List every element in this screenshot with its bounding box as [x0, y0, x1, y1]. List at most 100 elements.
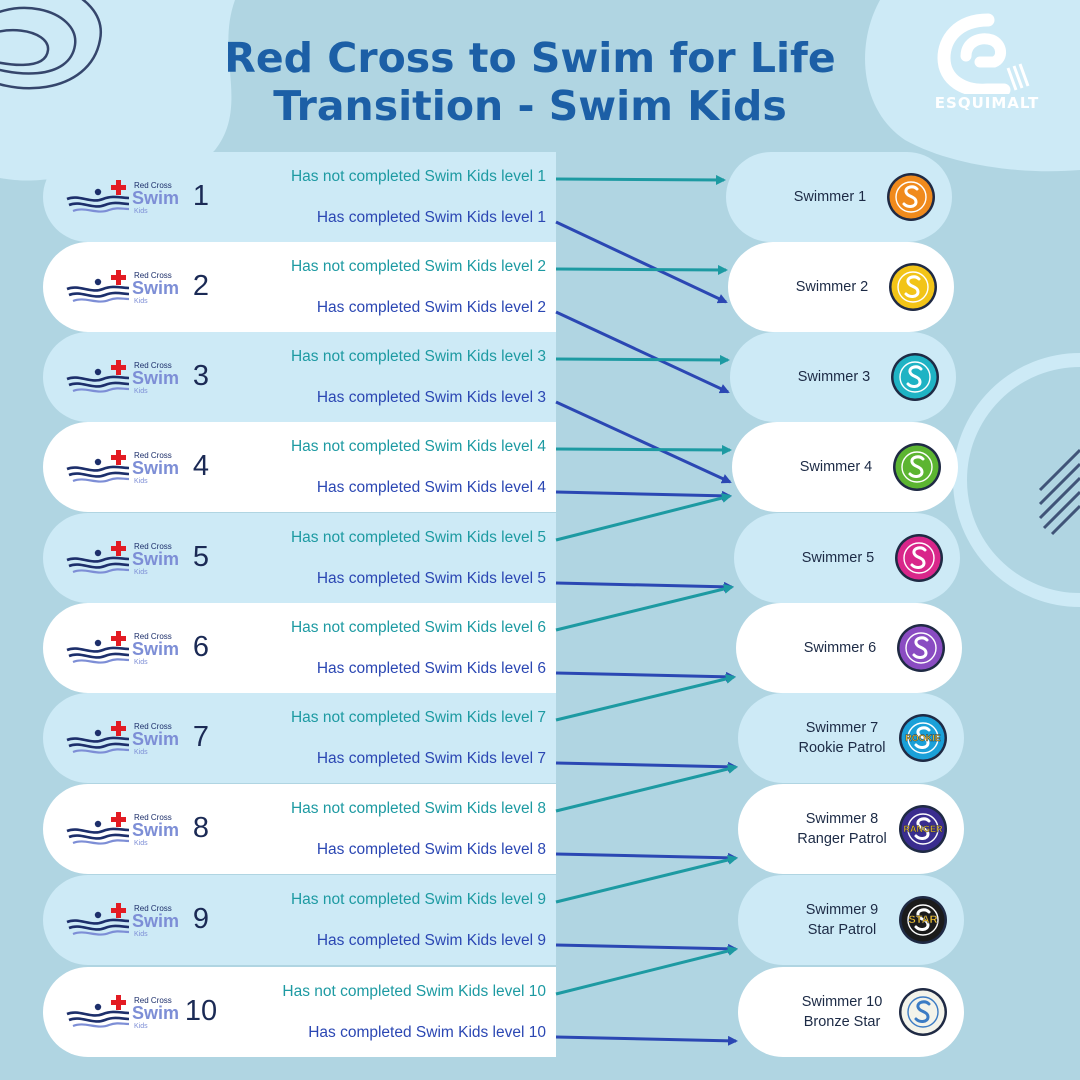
- level-number: 5: [192, 541, 210, 573]
- swimmer-level-subtitle: Star Patrol: [807, 922, 877, 938]
- transition-arrow-4-not-completed: [555, 444, 732, 455]
- level-number: 3: [192, 360, 210, 392]
- red-cross-swim-kids-logo: Red Cross Swim Kids: [65, 631, 179, 667]
- title-line-2: Transition - Swim Kids: [273, 82, 787, 130]
- swimmer-level-pill-9: Swimmer 9 Star Patrol STAR: [738, 875, 964, 965]
- red-cross-swim-kids-logo: Red Cross Swim Kids: [65, 812, 180, 848]
- title-line-1: Red Cross to Swim for Life: [224, 34, 836, 82]
- red-cross-label: Red Cross: [134, 542, 172, 551]
- kids-label: Kids: [134, 388, 148, 395]
- completed-label: Has completed Swim Kids level 10: [308, 1024, 546, 1041]
- swimmer-level-pill-10: Swimmer 10 Bronze Star: [738, 967, 964, 1057]
- contour-lines: [0, 0, 102, 90]
- swimmer-waves-icon: [66, 270, 130, 303]
- completed-label: Has completed Swim Kids level 9: [316, 932, 546, 949]
- swimmer-level-name: Swimmer 2: [795, 279, 869, 295]
- transition-arrow-7-completed: [555, 761, 738, 772]
- swimmer-level-pill-7: Swimmer 7 Rookie Patrol ROOKIE: [738, 693, 964, 783]
- esquimalt-wordmark: ESQUIMALT: [934, 94, 1040, 112]
- not-completed-label: Has not completed Swim Kids level 4: [290, 438, 546, 455]
- page-title: Red Cross to Swim for Life Transition - …: [200, 34, 860, 130]
- red-cross-swim-kids-logo: Red Cross Swim Kids: [65, 360, 179, 396]
- swim-label: Swim: [132, 820, 180, 840]
- lifesaving-society-badge-icon: STAR: [899, 896, 947, 944]
- swimmer-level-name: Swimmer 4: [799, 459, 873, 475]
- swimmer-level-label: Swimmer 2: [746, 242, 918, 332]
- transition-arrow-1-completed: [555, 220, 728, 304]
- lifesaving-society-badge-icon: [891, 353, 939, 401]
- completed-label: Has completed Swim Kids level 3: [316, 389, 546, 406]
- badge-word: RANGER: [903, 824, 943, 834]
- red-cross-label: Red Cross: [134, 904, 172, 913]
- not-completed-label: Has not completed Swim Kids level 6: [290, 619, 546, 636]
- kids-label: Kids: [134, 569, 148, 576]
- badge-word: STAR: [908, 914, 937, 926]
- red-cross-label: Red Cross: [134, 996, 172, 1005]
- not-completed-label: Has not completed Swim Kids level 5: [290, 529, 546, 546]
- level-number: 6: [192, 631, 210, 663]
- not-completed-label: Has not completed Swim Kids level 7: [290, 709, 546, 726]
- swimmer-waves-icon: [66, 903, 130, 936]
- swimmer-level-pill-4: Swimmer 4: [732, 422, 958, 512]
- red-cross-swim-kids-logo: Red Cross Swim Kids: [65, 541, 179, 577]
- not-completed-label: Has not completed Swim Kids level 2: [290, 258, 546, 275]
- swimmer-level-name: Swimmer 1: [793, 189, 867, 205]
- transition-arrow-9-completed: [555, 943, 738, 954]
- swim-label: Swim: [132, 1003, 180, 1023]
- red-cross-swim-kids-logo: Red Cross Swim Kids: [65, 995, 180, 1031]
- swimmer-level-name: Swimmer 8: [805, 811, 879, 827]
- lifesaving-society-badge-icon: RANGER: [899, 805, 947, 853]
- transition-arrow-2-completed: [555, 310, 730, 394]
- transition-arrow-8-completed: [555, 852, 738, 863]
- red-cross-label: Red Cross: [134, 451, 172, 460]
- swimmer-level-name: Swimmer 3: [797, 369, 871, 385]
- red-cross-swim-kids-logo: Red Cross Swim Kids: [65, 721, 180, 757]
- swimmer-level-label: Swimmer 5: [752, 513, 924, 603]
- swimmer-level-label: Swimmer 1: [744, 152, 916, 242]
- swimmer-level-label: Swimmer 3: [748, 332, 920, 422]
- transition-arrow-3-completed: [555, 400, 732, 484]
- not-completed-label: Has not completed Swim Kids level 8: [290, 800, 546, 817]
- kids-label: Kids: [134, 478, 148, 485]
- completed-label: Has completed Swim Kids level 8: [316, 841, 546, 858]
- lifesaving-society-badge-icon: [899, 988, 947, 1036]
- red-cross-label: Red Cross: [134, 813, 172, 822]
- lifesaving-society-badge-icon: [897, 624, 945, 672]
- red-cross-swim-kids-logo: Red Cross Swim Kids: [65, 903, 180, 939]
- swim-label: Swim: [132, 729, 180, 749]
- swimmer-level-label: Swimmer 10 Bronze Star: [756, 967, 928, 1057]
- red-cross-label: Red Cross: [134, 181, 172, 190]
- swimmer-level-subtitle: Rookie Patrol: [798, 740, 886, 756]
- transition-arrow-6-not-completed: [555, 584, 734, 632]
- swim-label: Swim: [132, 458, 180, 478]
- red-cross-level-row-6: Red Cross Swim Kids 6 Has not completed Swim…: [43, 603, 556, 693]
- not-completed-label: Has not completed Swim Kids level 10: [282, 983, 546, 1000]
- light-blob-top-left: [0, 0, 235, 181]
- swimmer-level-pill-6: Swimmer 6: [736, 603, 962, 693]
- lifesaving-society-badge-icon: [895, 534, 943, 582]
- red-cross-level-row-3: Red Cross Swim Kids 3 Has not completed Swim…: [43, 332, 556, 422]
- red-cross-swim-kids-logo: Red Cross Swim Kids: [65, 180, 179, 216]
- transition-arrow-5-not-completed: [555, 493, 732, 542]
- swimmer-level-label: Swimmer 6: [754, 603, 926, 693]
- swimmer-waves-icon: [66, 812, 130, 845]
- swimmer-level-pill-2: Swimmer 2: [728, 242, 954, 332]
- completed-label: Has completed Swim Kids level 5: [316, 570, 546, 587]
- completed-label: Has completed Swim Kids level 2: [316, 299, 546, 316]
- red-cross-label: Red Cross: [134, 632, 172, 641]
- transition-arrow-1-not-completed: [555, 174, 726, 185]
- swimmer-level-subtitle: Ranger Patrol: [797, 831, 887, 847]
- completed-label: Has completed Swim Kids level 1: [316, 209, 546, 226]
- red-cross-level-row-2: Red Cross Swim Kids 2 Has not completed Swim…: [43, 242, 556, 332]
- level-number: 10: [184, 995, 218, 1027]
- swim-label: Swim: [132, 911, 180, 931]
- swimmer-level-subtitle: Bronze Star: [803, 1014, 881, 1030]
- red-cross-level-row-5: Red Cross Swim Kids 5 Has not completed Swim…: [43, 513, 556, 603]
- level-number: 7: [192, 721, 210, 753]
- swimmer-level-name: Swimmer 6: [803, 640, 877, 656]
- level-number: 8: [192, 812, 210, 844]
- swimmer-waves-icon: [66, 180, 130, 213]
- swimmer-waves-icon: [66, 721, 130, 754]
- swimmer-waves-icon: [66, 541, 130, 574]
